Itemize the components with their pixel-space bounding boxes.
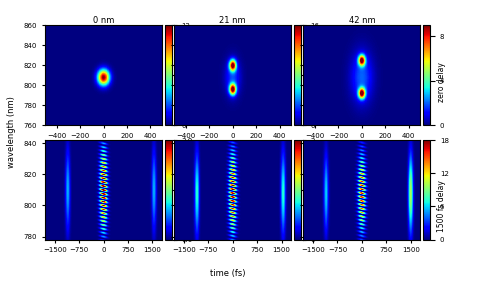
Title: 42 nm: 42 nm: [348, 16, 375, 25]
Text: zero delay: zero delay: [438, 62, 446, 102]
Text: wavelength (nm): wavelength (nm): [8, 97, 16, 168]
Text: 1500 fs delay: 1500 fs delay: [438, 180, 446, 232]
Title: 21 nm: 21 nm: [220, 16, 246, 25]
Text: time (fs): time (fs): [210, 269, 245, 278]
Title: 0 nm: 0 nm: [93, 16, 114, 25]
